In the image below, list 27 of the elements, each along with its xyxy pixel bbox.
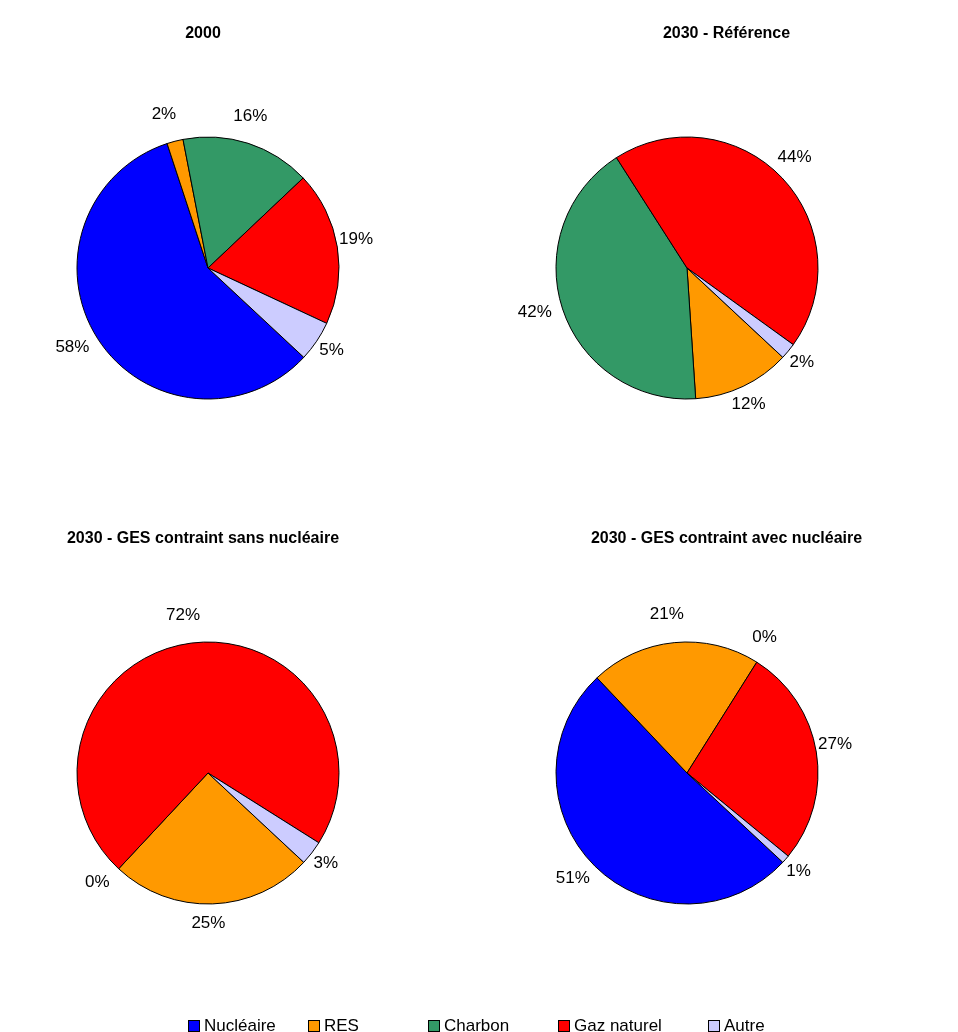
text: 0% — [85, 871, 110, 891]
data-label: 5% — [319, 340, 344, 360]
chart-title: 2030 - Référence — [661, 24, 792, 42]
legend-label: Autre — [724, 1016, 765, 1032]
legend-label: Nucléaire — [204, 1016, 276, 1032]
data-label: 2% — [789, 351, 815, 371]
legend-label: Gaz naturel — [574, 1016, 662, 1032]
legend-label: Charbon — [444, 1016, 510, 1032]
data-label: 19% — [338, 228, 374, 248]
data-label: 58% — [55, 337, 90, 357]
chart-title: 2030 - GES contraint sans nucléaire — [65, 529, 341, 547]
chart-title: 2000 — [184, 24, 222, 42]
chart-title: 2030 - GES contraint avec nucléaire — [589, 529, 864, 547]
text: 0% — [752, 627, 777, 647]
data-label: 42% — [517, 301, 552, 321]
data-label: 21% — [649, 604, 684, 624]
data-label: 2% — [151, 103, 177, 123]
data-label: 27% — [817, 733, 853, 753]
data-label: 12% — [731, 393, 766, 413]
data-label: 25% — [191, 913, 226, 933]
data-label: 16% — [233, 105, 268, 125]
data-label: 72% — [166, 604, 201, 624]
legend-label: RES — [324, 1016, 359, 1032]
data-label: 44% — [777, 147, 812, 166]
data-label: 51% — [555, 868, 590, 888]
data-label: 1% — [786, 860, 811, 880]
data-label: 3% — [313, 853, 339, 873]
